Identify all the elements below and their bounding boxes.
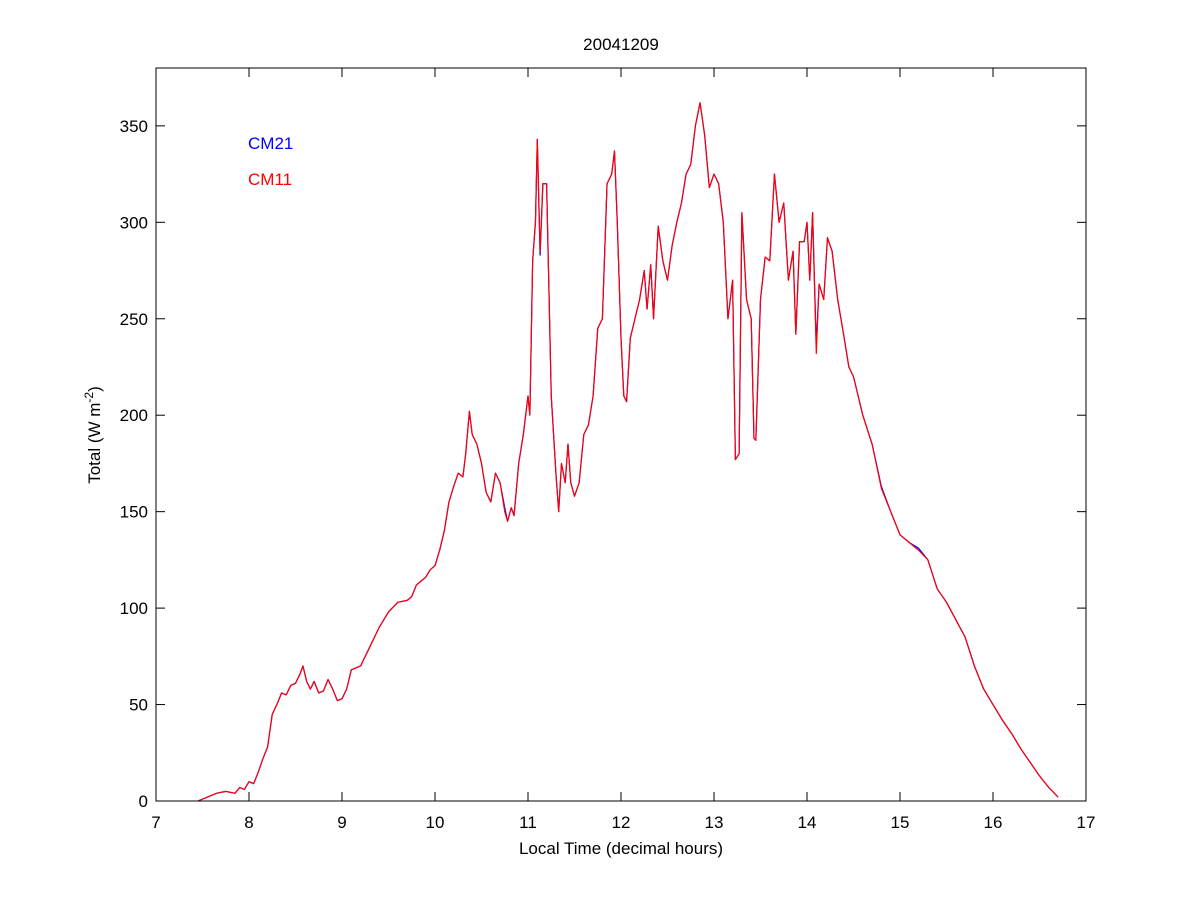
x-tick-label: 12 bbox=[612, 813, 631, 832]
y-axis-label-part: ) bbox=[85, 386, 104, 392]
y-tick-label: 0 bbox=[139, 792, 148, 811]
x-tick-label: 11 bbox=[519, 813, 537, 832]
x-tick-label: 10 bbox=[426, 813, 445, 832]
x-axis-label: Local Time (decimal hours) bbox=[519, 839, 723, 858]
y-axis-label: Total (W m-2) bbox=[82, 386, 104, 484]
y-tick-label: 150 bbox=[120, 503, 148, 522]
x-tick-label: 13 bbox=[705, 813, 724, 832]
chart-title: 20041209 bbox=[583, 35, 659, 54]
legend-label: CM11 bbox=[248, 170, 292, 189]
x-tick-label: 14 bbox=[798, 813, 817, 832]
x-tick-label: 17 bbox=[1077, 813, 1096, 832]
y-tick-label: 250 bbox=[120, 310, 148, 329]
y-tick-label: 50 bbox=[129, 696, 148, 715]
x-tick-label: 7 bbox=[151, 813, 160, 832]
legend-label: CM21 bbox=[248, 134, 293, 153]
plot-frame bbox=[155, 67, 1087, 802]
y-axis-label-part: Total (W m bbox=[85, 403, 104, 484]
y-tick-label: 100 bbox=[120, 599, 148, 618]
x-tick-label: 8 bbox=[244, 813, 253, 832]
x-tick-label: 16 bbox=[984, 813, 1003, 832]
y-tick-label: 300 bbox=[120, 213, 148, 232]
data-line bbox=[197, 102, 1059, 802]
y-tick-label: 200 bbox=[120, 406, 148, 425]
y-tick-label: 350 bbox=[120, 117, 148, 136]
x-tick-label: 9 bbox=[337, 813, 346, 832]
y-axis-label-superscript: -2 bbox=[82, 392, 96, 403]
x-tick-label: 15 bbox=[891, 813, 910, 832]
